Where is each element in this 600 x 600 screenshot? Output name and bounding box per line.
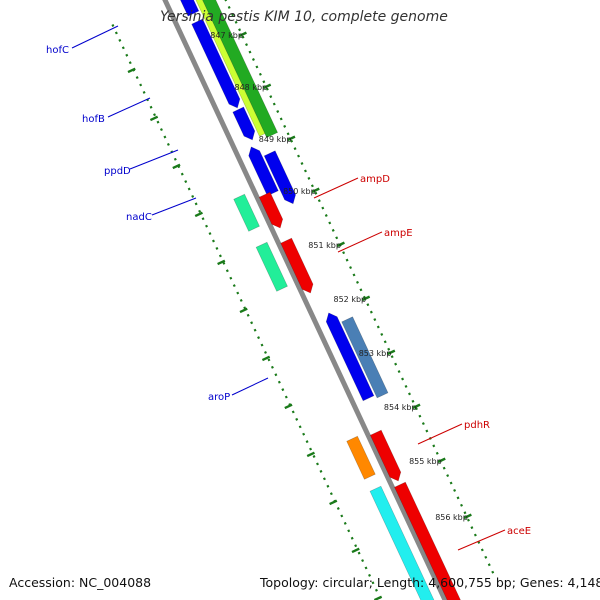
kbp-label: 851 kbp — [308, 241, 341, 250]
gene-label-hofB: hofB — [82, 114, 105, 125]
cds-reverse-4 — [248, 146, 279, 197]
major-tick-inner — [361, 295, 371, 302]
major-tick-inner — [311, 187, 320, 194]
gene-labels: hofC hofB ppdD nadC aroP ampD ampE pdhR aceE — [46, 25, 531, 551]
cds-reverse-3 — [263, 150, 296, 205]
gene-label-pdhR: pdhR — [464, 420, 490, 431]
major-tick-inner — [262, 83, 272, 90]
cds-reverse-5 — [325, 312, 375, 402]
cds-reverse-1 — [191, 18, 241, 109]
gene-leader-ppdD — [129, 149, 179, 170]
gene-label-nadC: nadC — [126, 212, 152, 223]
cds-forward-11 — [346, 435, 376, 480]
major-tick-outer — [149, 115, 159, 122]
major-tick-outer — [306, 451, 315, 458]
major-tick-outer — [239, 307, 248, 314]
map-title: Yersinia pestis KIM 10, complete genome — [160, 9, 448, 25]
cds-reverse-6 — [341, 316, 389, 399]
kbp-label: 856 kbp — [435, 513, 468, 522]
tick-rings — [111, 0, 496, 600]
backbone-line — [162, 0, 448, 600]
scale-labels: 847 kbp 848 kbp 849 kbp 850 kbp 851 kbp 852 k… — [210, 31, 468, 522]
gene-leader-hofB — [107, 97, 151, 118]
accession-text: Accession: NC_004088 — [9, 575, 152, 590]
kbp-label: 849 kbp — [259, 135, 292, 144]
gene-label-ppdD: ppdD — [104, 166, 131, 177]
cds-reverse-2 — [232, 106, 256, 141]
major-tick-inner — [287, 135, 296, 142]
gene-label-aceE: aceE — [507, 526, 531, 537]
kbp-label: 853 kbp — [359, 349, 392, 358]
kbp-label: 850 kbp — [283, 187, 316, 196]
genome-summary-text: Topology: circular; Length: 4,600,755 bp… — [260, 575, 600, 590]
gene-label-ampE: ampE — [384, 228, 413, 239]
gene-leader-hofC — [71, 25, 119, 49]
major-tick-inner — [412, 403, 421, 410]
major-tick-inner — [387, 349, 396, 356]
gene-leader-ampD — [313, 177, 359, 199]
kbp-label: 852 kbp — [334, 295, 367, 304]
cds-forward-7 — [233, 193, 260, 232]
gene-label-ampD: ampD — [360, 174, 390, 185]
major-tick-outer — [284, 403, 293, 410]
major-tick-inner — [463, 513, 472, 520]
gene-leader-ampE — [337, 231, 383, 253]
major-tick-outer — [261, 355, 271, 362]
major-tick-outer — [329, 499, 338, 506]
gene-features — [180, 0, 461, 600]
cds-forward-8 — [258, 191, 284, 229]
major-tick-inner — [336, 241, 345, 248]
major-tick-outer — [351, 547, 360, 554]
major-tick-inner — [238, 31, 247, 38]
kbp-label: 847 kbp — [210, 31, 243, 40]
kbp-label: 855 kbp — [409, 457, 442, 466]
kbp-label: 854 kbp — [384, 403, 417, 412]
feature-bands — [195, 0, 278, 138]
cds-forward-9 — [255, 241, 288, 292]
major-tick-inner — [437, 457, 446, 464]
gene-leader-aroP — [231, 377, 269, 396]
major-tick-outer — [172, 163, 181, 170]
cds-reverse-0 — [180, 0, 200, 17]
skew-band — [195, 0, 266, 137]
gene-label-hofC: hofC — [46, 45, 69, 56]
gene-label-aroP: aroP — [208, 392, 230, 403]
gene-leader-pdhR — [417, 423, 463, 445]
cds-forward-12 — [369, 429, 402, 482]
cds-forward-13 — [369, 485, 435, 600]
cds-forward-10 — [280, 237, 314, 294]
genome-backbone — [162, 0, 448, 600]
major-tick-outer — [217, 259, 226, 266]
kbp-label: 848 kbp — [235, 83, 268, 92]
gene-leader-aceE — [457, 529, 506, 551]
cds-forward-14 — [394, 481, 461, 600]
major-tick-outer — [194, 211, 203, 218]
major-tick-outer — [127, 67, 136, 74]
gene-leader-nadC — [151, 197, 197, 216]
